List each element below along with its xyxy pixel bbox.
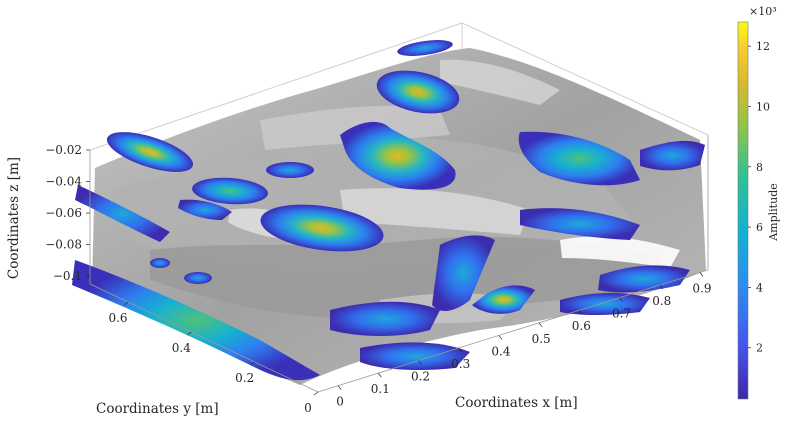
x-tick [418,360,422,365]
x-tick [538,322,543,328]
axis-tick-labels: 0 0.1 0.2 0.3 0.4 0.5 0.6 0.7 0.8 0.9 0 0.2 0.4 0.6 −0… [45,143,711,415]
y-tick-label: 0 [304,401,312,415]
colorbar-tick-label: 12 [756,40,770,53]
y-tick-label: 0.2 [235,371,254,385]
y-tick [187,331,192,336]
x-tick [337,385,342,390]
x-tick-label: 0 [336,395,344,409]
x-tick-label: 0.8 [652,294,671,308]
y-tick [313,391,319,396]
y-tick-label: 0.4 [172,341,191,355]
axis-ticks [86,149,704,396]
z-tick-label: −0.06 [45,206,82,220]
x-tick [659,284,664,290]
colorbar-tick-label: 4 [756,281,763,294]
x-tick [498,335,503,340]
x-tick-label: 0.5 [532,332,551,346]
colorbar-ticks: 2 4 6 8 10 12 [748,40,770,355]
z-tick-label: −0.04 [45,175,82,189]
y-axis-label: Coordinates y [m] [96,401,219,417]
x-tick-label: 0.4 [491,344,510,358]
isosurface-caps [72,40,705,381]
x-tick [699,272,704,277]
y-tick-label: 0.6 [108,311,127,325]
colorbar-tick-label: 8 [756,161,763,174]
colorbar-tick-label: 10 [756,100,770,113]
z-axis-label: Coordinates z [m] [6,157,22,279]
x-tick [619,297,623,302]
x-tick-label: 0.6 [572,319,591,333]
isosurface-gray [92,48,706,385]
x-tick [579,310,583,315]
colorbar-label: Amplitude [767,183,780,242]
x-tick-label: 0.3 [451,357,470,371]
x-axis-label: Coordinates x [m] [455,395,578,411]
x-tick-label: 0.2 [411,370,430,384]
colorbar: 2 4 6 8 10 12 ×10³ Amplitude [737,5,780,400]
x-tick [378,372,382,378]
x-tick [458,347,463,353]
colorbar-tick-label: 2 [756,342,763,355]
colorbar-gradient [737,21,749,400]
colorbar-tick-label: 6 [756,221,763,234]
colorbar-exponent: ×10³ [749,5,777,18]
z-tick-label: −0.1 [53,269,82,283]
z-tick-label: −0.08 [45,238,82,252]
y-tick [123,301,129,306]
x-tick-label: 0.7 [612,307,631,321]
x-tick-label: 0.9 [692,282,711,296]
z-tick-label: −0.02 [45,143,82,157]
y-tick [250,361,255,366]
x-tick-label: 0.1 [371,382,390,396]
